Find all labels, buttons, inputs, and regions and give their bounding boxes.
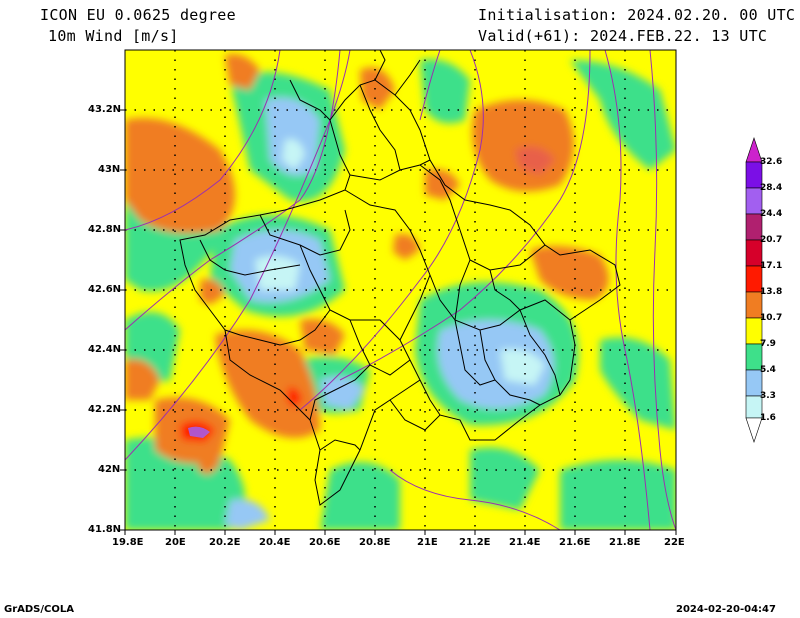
colorbar-label: 24.4 — [760, 209, 783, 219]
axis-ticks — [120, 109, 677, 535]
y-tick-label: 43N — [98, 164, 121, 175]
footer-credit: GrADS/COLA — [4, 604, 74, 615]
x-tick-label: 20.4E — [259, 537, 291, 548]
graticule — [125, 50, 676, 530]
boundaries — [179, 50, 621, 506]
y-tick-label: 43.2N — [88, 104, 122, 115]
colorbar-label: 3.3 — [760, 391, 776, 401]
y-tick-label: 42N — [98, 464, 121, 475]
x-tick-label: 21.8E — [609, 537, 641, 548]
colorbar-label: 5.4 — [760, 365, 776, 375]
colorbar-bottom-arrow — [745, 417, 763, 443]
colorbar-label: 1.6 — [760, 413, 776, 423]
field-title: 10m Wind [m/s] — [48, 27, 179, 45]
model-title: ICON EU 0.0625 degree — [40, 6, 236, 24]
colorbar-label: 28.4 — [760, 183, 783, 193]
colorbar-label: 32.6 — [760, 157, 783, 167]
colorbar-label: 13.8 — [760, 287, 783, 297]
footer-timestamp: 2024-02-20-04:47 — [676, 604, 776, 615]
x-tick-label: 20.2E — [209, 537, 241, 548]
y-tick-label: 41.8N — [88, 524, 122, 535]
x-tick-label: 20E — [165, 537, 186, 548]
x-tick-label: 21.2E — [459, 537, 491, 548]
isobars — [125, 50, 676, 530]
colorbar-label: 20.7 — [760, 235, 783, 245]
x-tick-label: 20.6E — [309, 537, 341, 548]
colorbar-label: 10.7 — [760, 313, 783, 323]
y-tick-label: 42.6N — [88, 284, 122, 295]
colorbar — [745, 137, 763, 443]
valid-time: Valid(+61): 2024.FEB.22. 13 UTC — [478, 27, 768, 45]
y-tick-label: 42.2N — [88, 404, 122, 415]
colorbar-label: 7.9 — [760, 339, 776, 349]
y-tick-label: 42.8N — [88, 224, 122, 235]
x-tick-label: 19.8E — [112, 537, 144, 548]
colorbar-label: 17.1 — [760, 261, 783, 271]
y-tick-label: 42.4N — [88, 344, 122, 355]
init-time: Initialisation: 2024.02.20. 00 UTC — [478, 6, 796, 24]
x-tick-label: 20.8E — [359, 537, 391, 548]
x-tick-label: 21.4E — [509, 537, 541, 548]
x-tick-label: 21.6E — [559, 537, 591, 548]
x-tick-label: 21E — [417, 537, 438, 548]
x-tick-label: 22E — [664, 537, 685, 548]
